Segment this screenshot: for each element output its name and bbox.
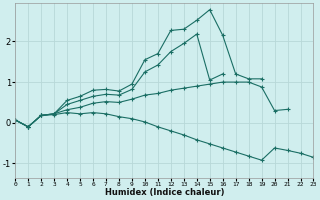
X-axis label: Humidex (Indice chaleur): Humidex (Indice chaleur) <box>105 188 224 197</box>
